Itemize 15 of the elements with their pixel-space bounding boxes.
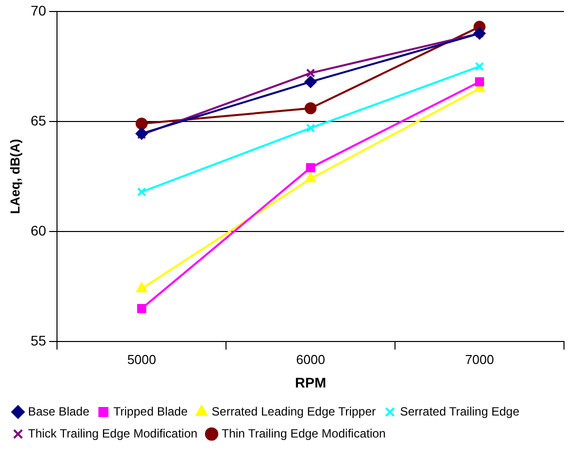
y-tick-label: 60: [30, 222, 46, 238]
legend-label: Thin Trailing Edge Modification: [222, 426, 386, 440]
legend-label: Serrated Trailing Edge: [400, 404, 520, 418]
y-tick-label: 70: [30, 2, 46, 18]
x-tick-label: 6000: [296, 352, 326, 367]
y-axis-title: LAeq, dB(A): [7, 138, 22, 214]
x-axis-title: RPM: [295, 374, 326, 390]
legend-label: Base Blade: [28, 404, 90, 418]
legend-label: Thick Trailing Edge Modification: [28, 426, 198, 440]
legend-label: Serrated Leading Edge Tripper: [212, 404, 376, 418]
y-tick-label: 65: [30, 112, 46, 128]
y-tick-label: 55: [30, 332, 46, 348]
x-tick-label: 7000: [465, 352, 494, 367]
x-tick-label: 5000: [127, 352, 156, 367]
legend-label: Tripped Blade: [113, 404, 188, 418]
